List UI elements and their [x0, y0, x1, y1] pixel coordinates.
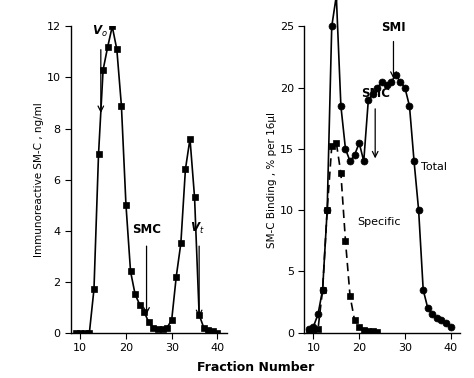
Text: V$_t$: V$_t$ [191, 221, 205, 236]
Text: Total: Total [421, 162, 447, 172]
Text: SMC: SMC [132, 223, 161, 236]
Text: V$_o$: V$_o$ [91, 24, 108, 39]
Text: Specific: Specific [357, 217, 401, 228]
Text: Fraction Number: Fraction Number [197, 361, 315, 374]
Y-axis label: SM-C Binding , % per 16μl: SM-C Binding , % per 16μl [267, 112, 277, 248]
Text: SMI: SMI [381, 21, 406, 34]
Y-axis label: Immunoreactive SM-C , ng/ml: Immunoreactive SM-C , ng/ml [34, 102, 44, 257]
Text: SMC: SMC [361, 87, 390, 100]
